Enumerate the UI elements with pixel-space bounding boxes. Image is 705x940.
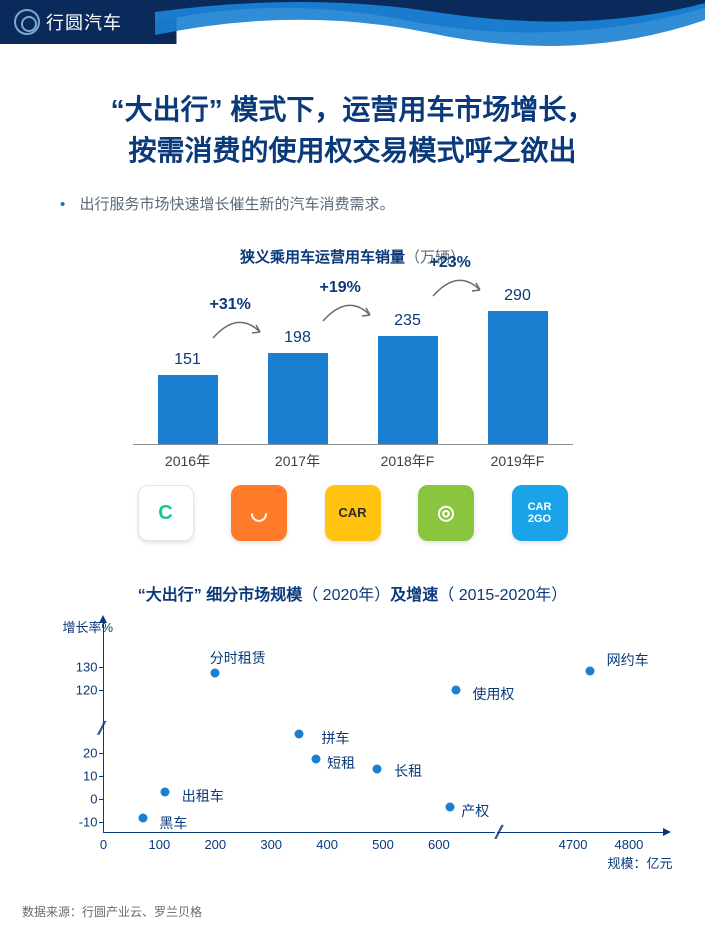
bullet-icon: • [60,196,65,213]
brand-icon: CAR [325,485,381,541]
brand-icon: CAR 2GO [512,485,568,541]
scatter-point-label: 出租车 [182,786,224,806]
scatter-ytick: 20 [64,745,98,760]
brand-bar: 行圆汽车 [0,0,175,44]
bar: 290 [488,311,548,444]
bar-value-label: 235 [378,312,438,330]
brand-icon: ◎ [418,485,474,541]
scatter-xtick: 0 [100,837,107,852]
barchart-title-bold: 狭义乘用车运营用车销量 [240,249,405,266]
subtitle-text: 出行服务市场快速增长催生新的汽车消费需求。 [79,196,394,213]
scatter-point [211,669,220,678]
scatter-point [451,686,460,695]
xaxis-break-icon: ╱╱ [495,825,497,839]
barchart-xlabel: 2018年F [353,451,463,471]
market-scatter-chart: 规模：亿元 -1001020120130╱╱010020030040050060… [103,623,663,833]
scatter-point [295,729,304,738]
scatter-xtick: 500 [372,837,394,852]
growth-arrow-icon [208,316,268,344]
brand-icon: C [138,485,194,541]
scatter-point-label: 长租 [394,761,422,781]
title-line-2: 按需消费的使用权交易模式呼之欲出 [128,135,576,166]
scatter-title-bold1: 细分市场规模 [206,587,302,604]
xaxis-arrow-icon [663,828,671,836]
bar-value-label: 290 [488,287,548,305]
scatter-container: 增长率% 规模：亿元 -1001020120130╱╱0100200300400… [43,623,663,833]
brand-icon: ◡ [231,485,287,541]
scatter-ytick: 120 [64,683,98,698]
scatter-xlabel: 规模：亿元 [607,853,672,872]
growth-label: +31% [210,296,251,314]
brand-name: 行圆汽车 [46,9,122,35]
yaxis-arrow-icon [99,615,107,623]
scatter-xtick: 300 [260,837,282,852]
scatter-xtick: 4700 [559,837,588,852]
scatter-title-bold2: 及增速 [390,587,438,604]
sales-bar-chart: 151198235290+31%+19%+23% [133,275,573,445]
scatter-point-label: 黑车 [159,813,187,833]
barchart-title: 狭义乘用车运营用车销量（万辆） [0,246,705,267]
growth-arrow-icon [428,274,488,302]
barchart-xlabel: 2019年F [463,451,573,471]
yaxis-break-icon: ╱╱ [98,721,100,735]
bar-value-label: 198 [268,329,328,347]
scatter-point-label: 分时租赁 [210,648,266,668]
scatter-title-end: （ 2015-2020年） [438,587,567,604]
scatter-point-label: 使用权 [472,684,514,704]
scatter-xtick: 200 [204,837,226,852]
brand-icon-row: C ◡ CAR ◎ CAR 2GO [138,485,568,541]
scatter-title: “大出行” 细分市场规模（ 2020年）及增速（ 2015-2020年） [0,581,705,605]
scatter-point [585,667,594,676]
scatter-xtick: 400 [316,837,338,852]
scatter-title-prefix: “大出行” [138,587,202,604]
scatter-point [138,813,147,822]
title-line-1: “大出行” 模式下，运营用车市场增长， [111,94,595,125]
barchart-xlabel: 2016年 [133,451,243,471]
scatter-point-label: 拼车 [322,728,350,748]
title-block: “大出行” 模式下，运营用车市场增长， 按需消费的使用权交易模式呼之欲出 • 出… [0,44,705,214]
growth-label: +19% [320,279,361,297]
header-wave-decoration [155,0,705,60]
scatter-point [373,765,382,774]
growth-arrow-icon [318,299,378,327]
scatter-point-label: 网约车 [607,650,649,670]
scatter-ytick: -10 [64,814,98,829]
scatter-ytick: 0 [64,791,98,806]
bar: 198 [268,353,328,444]
scatter-ytick: 130 [64,660,98,675]
data-source: 数据来源：行圆产业云、罗兰贝格 [22,903,202,920]
brand-logo-icon [14,9,40,35]
page-title: “大出行” 模式下，运营用车市场增长， 按需消费的使用权交易模式呼之欲出 [42,90,663,171]
scatter-xtick: 600 [428,837,450,852]
scatter-point-label: 产权 [461,801,489,821]
scatter-point-label: 短租 [327,753,355,773]
growth-label: +23% [430,254,471,272]
scatter-point [446,803,455,812]
barchart-xaxis: 2016年2017年2018年F2019年F [133,451,573,471]
scatter-title-mid: （ 2020年） [302,587,390,604]
bar: 151 [158,375,218,444]
page-header: 行圆汽车 [0,0,705,44]
scatter-ytick: 10 [64,768,98,783]
scatter-xtick: 4800 [614,837,643,852]
bar: 235 [378,336,438,444]
scatter-point [311,755,320,764]
barchart-xlabel: 2017年 [243,451,353,471]
bar-value-label: 151 [158,351,218,369]
scatter-point [160,788,169,797]
scatter-xtick: 100 [149,837,171,852]
subtitle: • 出行服务市场快速增长催生新的汽车消费需求。 [60,193,663,214]
